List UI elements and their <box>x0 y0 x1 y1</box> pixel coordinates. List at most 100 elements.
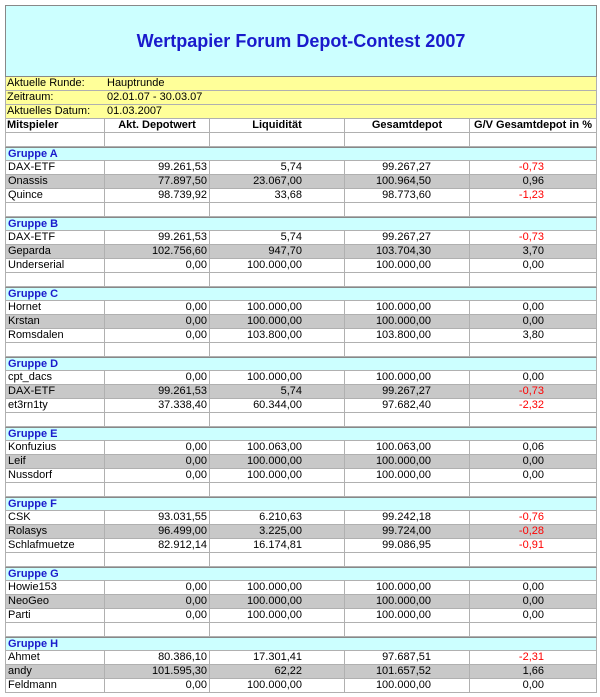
player-name: DAX-ETF <box>5 161 105 175</box>
info-row <box>5 105 597 119</box>
spacer-cell <box>345 343 470 357</box>
value-cell: 99.267,27 <box>345 161 470 175</box>
group-header: Gruppe G <box>5 567 597 581</box>
value-cell: 60.344,00 <box>210 399 345 413</box>
value-cell: 100.000,00 <box>345 371 470 385</box>
group-header: Gruppe C <box>5 287 597 301</box>
player-name: Underserial <box>5 259 105 273</box>
value-cell: 0,06 <box>470 441 597 455</box>
spacer-cell <box>105 483 210 497</box>
value-cell: 16.174,81 <box>210 539 345 553</box>
value-cell: -0,76 <box>470 511 597 525</box>
player-name: Howie153 <box>5 581 105 595</box>
spacer-cell <box>470 343 597 357</box>
player-name: Romsdalen <box>5 329 105 343</box>
value-cell: 0,00 <box>470 259 597 273</box>
value-cell: 100.000,00 <box>210 371 345 385</box>
spacer-cell <box>210 343 345 357</box>
value-cell: 100.000,00 <box>210 469 345 483</box>
value-cell: 1,66 <box>470 665 597 679</box>
value-cell: 103.800,00 <box>345 329 470 343</box>
value-cell: 98.773,60 <box>345 189 470 203</box>
value-cell: -0,91 <box>470 539 597 553</box>
column-header: Gesamtdepot <box>345 119 470 133</box>
value-cell: 99.267,27 <box>345 385 470 399</box>
value-cell: 102.756,60 <box>105 245 210 259</box>
player-name: DAX-ETF <box>5 231 105 245</box>
value-cell: 0,00 <box>105 315 210 329</box>
info-label: Aktuelle Runde: <box>7 77 85 89</box>
spacer-cell <box>210 133 345 147</box>
spacer-cell <box>210 553 345 567</box>
info-value: 02.01.07 - 30.03.07 <box>107 91 203 103</box>
value-cell: 97.687,51 <box>345 651 470 665</box>
spacer-cell <box>5 343 105 357</box>
spacer-cell <box>470 623 597 637</box>
value-cell: 99.261,53 <box>105 385 210 399</box>
title: Wertpapier Forum Depot-Contest 2007 <box>5 5 597 77</box>
group-header: Gruppe H <box>5 637 597 651</box>
player-name: cpt_dacs <box>5 371 105 385</box>
value-cell: 5,74 <box>210 161 345 175</box>
spacer-cell <box>105 413 210 427</box>
value-cell: 100.000,00 <box>210 455 345 469</box>
value-cell: 100.000,00 <box>210 679 345 693</box>
info-row <box>5 91 597 105</box>
spacer-cell <box>345 413 470 427</box>
value-cell: 0,00 <box>470 679 597 693</box>
spacer-cell <box>210 413 345 427</box>
value-cell: 0,00 <box>470 469 597 483</box>
player-name: et3rn1ty <box>5 399 105 413</box>
group-header: Gruppe B <box>5 217 597 231</box>
value-cell: 101.657,52 <box>345 665 470 679</box>
spacer-cell <box>470 133 597 147</box>
player-name: DAX-ETF <box>5 385 105 399</box>
value-cell: -0,73 <box>470 231 597 245</box>
spacer-cell <box>470 273 597 287</box>
value-cell: 37.338,40 <box>105 399 210 413</box>
value-cell: 3.225,00 <box>210 525 345 539</box>
player-name: Feldmann <box>5 679 105 693</box>
value-cell: 0,96 <box>470 175 597 189</box>
player-name: Nussdorf <box>5 469 105 483</box>
spacer-cell <box>5 273 105 287</box>
value-cell: -0,73 <box>470 385 597 399</box>
spacer-cell <box>345 203 470 217</box>
spacer-cell <box>345 623 470 637</box>
value-cell: 100.000,00 <box>345 581 470 595</box>
value-cell: 80.386,10 <box>105 651 210 665</box>
info-value: Hauptrunde <box>107 77 165 89</box>
spacer-cell <box>470 483 597 497</box>
player-name: Quince <box>5 189 105 203</box>
value-cell: 96.499,00 <box>105 525 210 539</box>
column-header: Mitspieler <box>5 119 105 133</box>
spacer-cell <box>345 133 470 147</box>
spacer-cell <box>105 133 210 147</box>
value-cell: 100.000,00 <box>345 455 470 469</box>
group-header: Gruppe D <box>5 357 597 371</box>
value-cell: 100.000,00 <box>210 315 345 329</box>
value-cell: 0,00 <box>105 581 210 595</box>
value-cell: 99.086,95 <box>345 539 470 553</box>
info-row <box>5 77 597 91</box>
value-cell: 0,00 <box>105 609 210 623</box>
spacer-cell <box>345 483 470 497</box>
spacer-cell <box>5 483 105 497</box>
value-cell: 98.739,92 <box>105 189 210 203</box>
info-label: Aktuelles Datum: <box>7 105 91 117</box>
value-cell: 0,00 <box>105 259 210 273</box>
spacer-cell <box>210 623 345 637</box>
player-name: Onassis <box>5 175 105 189</box>
value-cell: 0,00 <box>105 455 210 469</box>
value-cell: 97.682,40 <box>345 399 470 413</box>
value-cell: -2,32 <box>470 399 597 413</box>
value-cell: 100.000,00 <box>210 581 345 595</box>
value-cell: -0,28 <box>470 525 597 539</box>
value-cell: 0,00 <box>105 371 210 385</box>
value-cell: 5,74 <box>210 385 345 399</box>
column-header: Akt. Depotwert <box>105 119 210 133</box>
value-cell: 82.912,14 <box>105 539 210 553</box>
value-cell: 100.000,00 <box>345 315 470 329</box>
value-cell: 17.301,41 <box>210 651 345 665</box>
